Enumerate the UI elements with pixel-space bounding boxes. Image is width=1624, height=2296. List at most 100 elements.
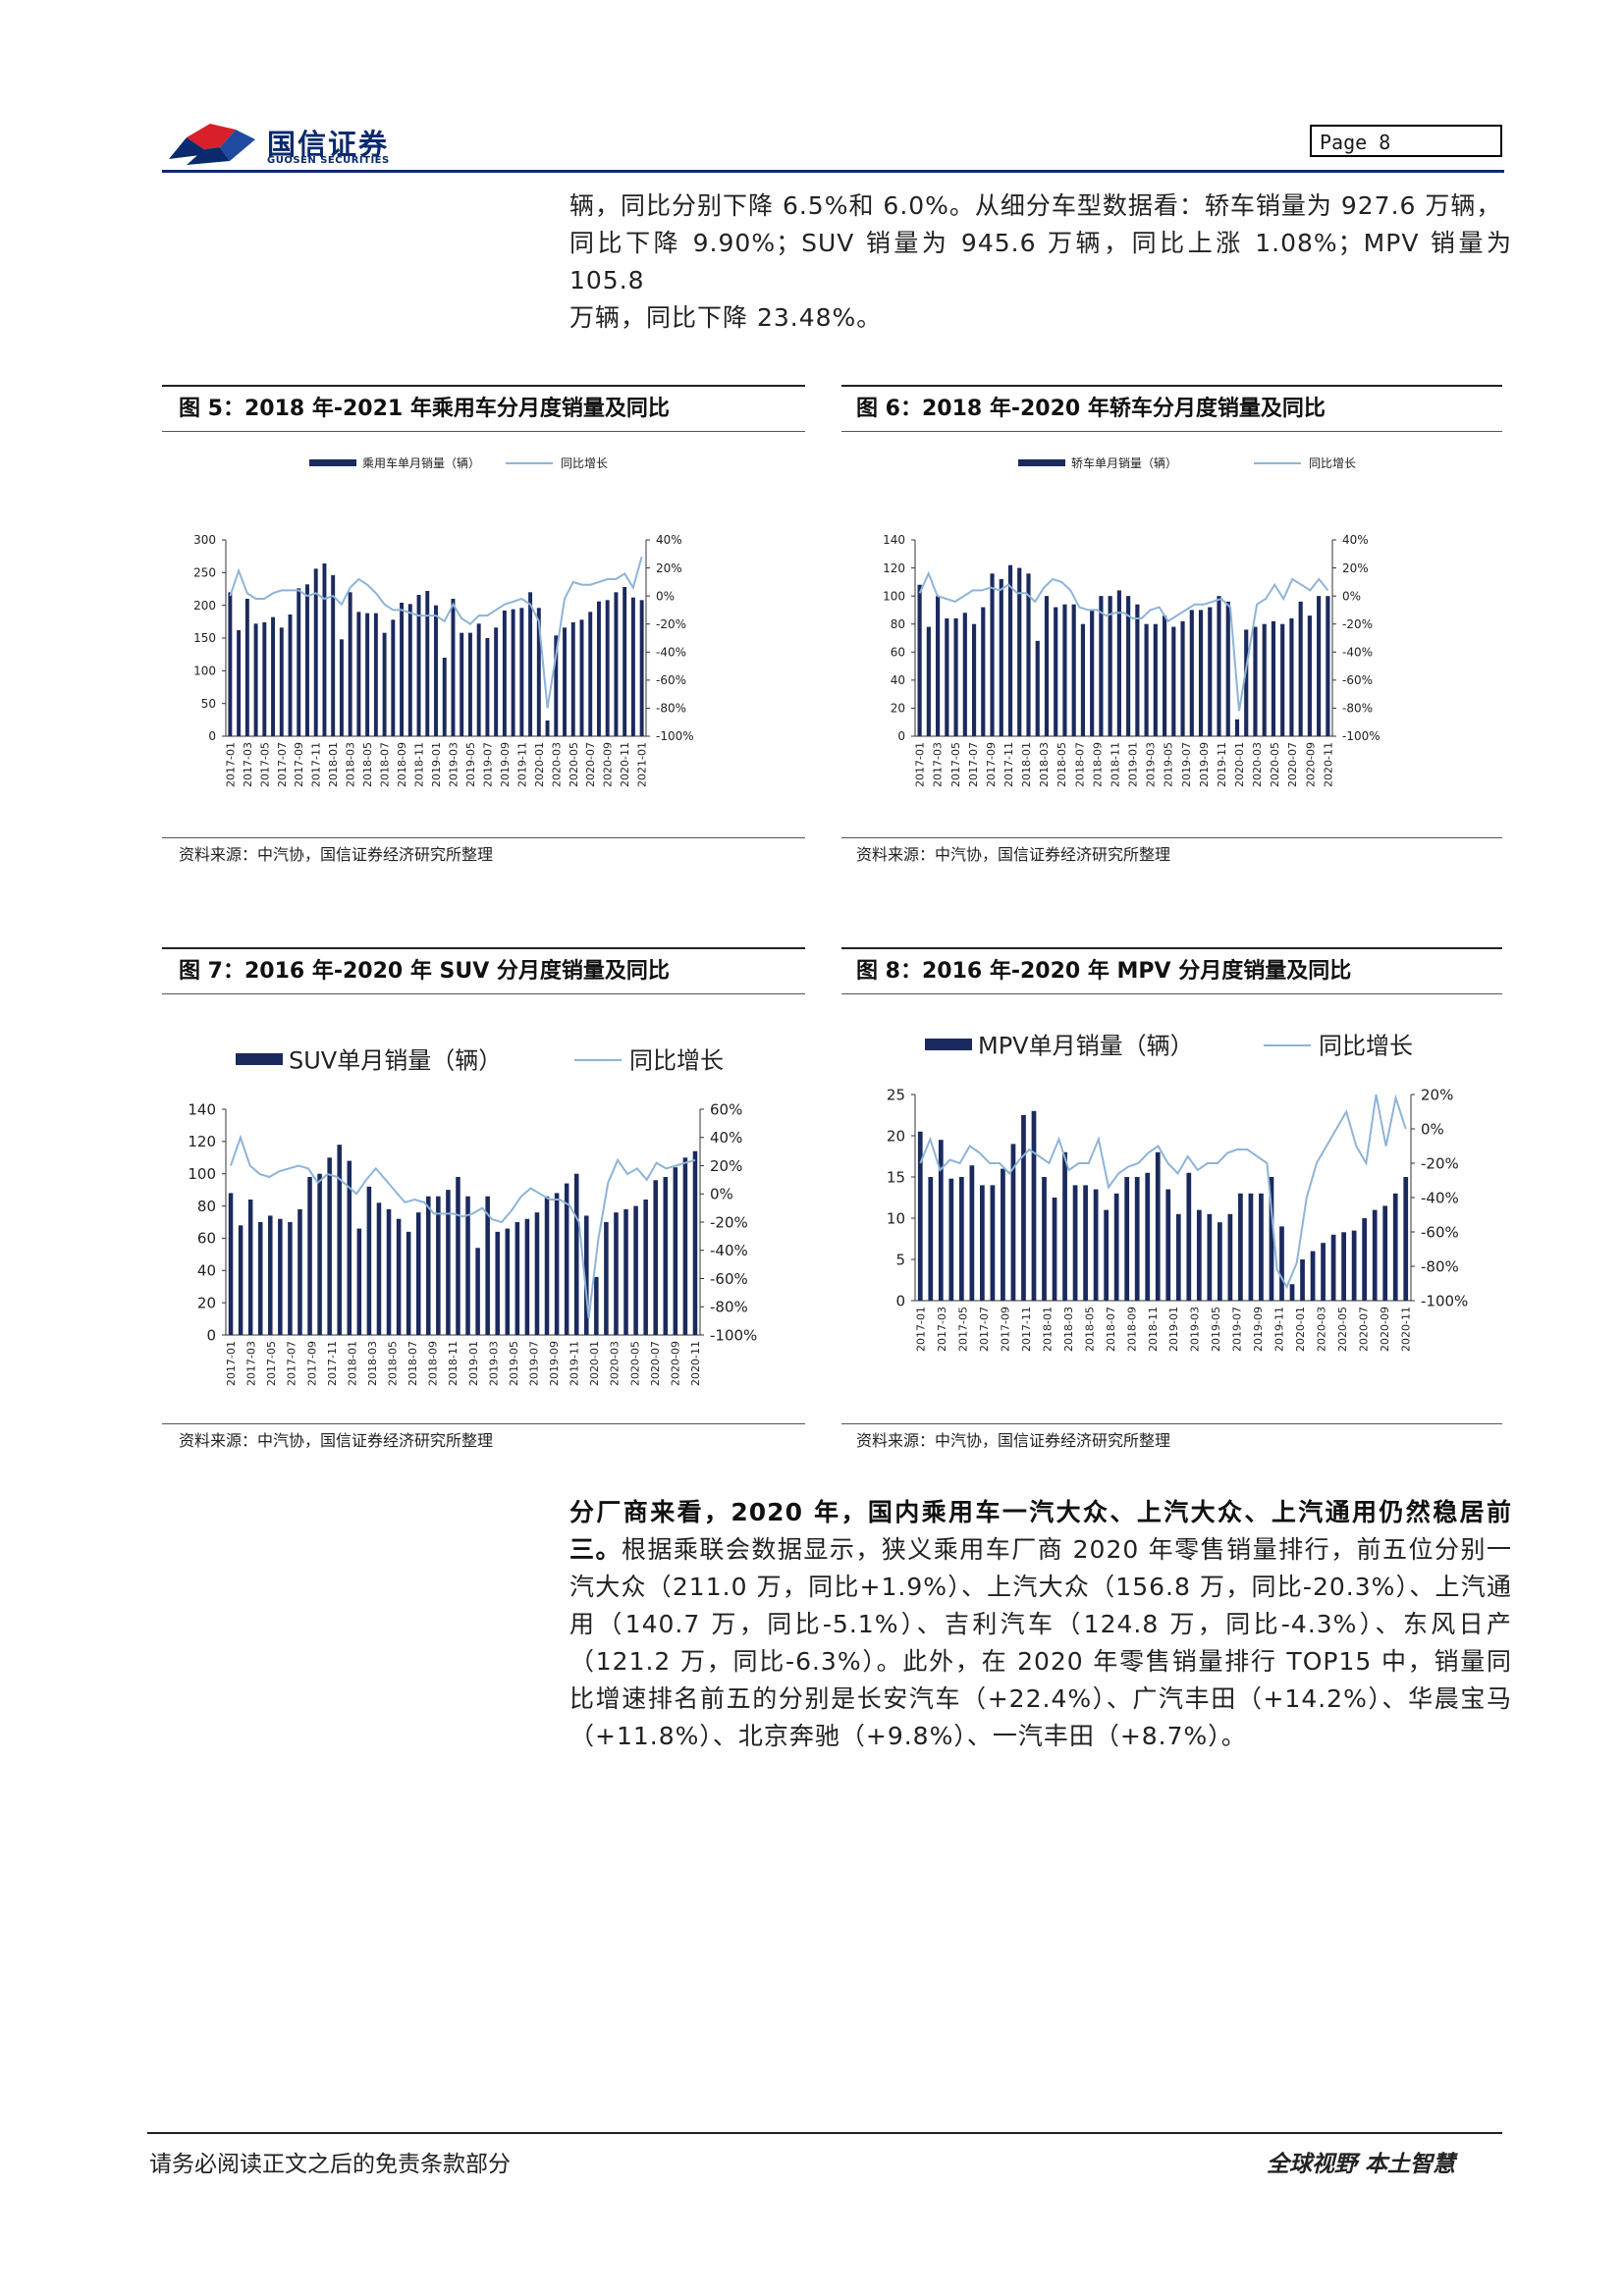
y-left-tick-label: 40	[891, 673, 905, 687]
intro-line: 万辆，同比下降 23.48%。	[569, 303, 883, 332]
figure-top-rule	[841, 947, 1502, 949]
bar	[1153, 623, 1158, 736]
figure-title-rule	[162, 993, 805, 994]
bar	[1108, 596, 1112, 736]
legend-line-entry: 同比增长	[506, 456, 608, 470]
bar	[1217, 596, 1221, 736]
bar	[262, 622, 267, 736]
bar	[465, 1196, 470, 1335]
bar	[307, 1177, 312, 1335]
x-tick-label: 2018-01	[1041, 1307, 1054, 1352]
y-left-tick-label: 10	[887, 1209, 905, 1227]
x-tick-label: 2020-03	[609, 1341, 622, 1386]
bar	[630, 597, 635, 736]
x-tick-label: 2017-11	[1002, 742, 1015, 787]
fig5-svg: 乘用车单月销量（辆） 同比增长 0 50 100 150 200 250 300 -100% -80…	[193, 455, 694, 787]
y-left-tick-label: 50	[201, 697, 216, 711]
bar	[288, 1222, 293, 1335]
bar	[279, 627, 284, 736]
bar	[1208, 607, 1213, 736]
x-tick-label: 2017-03	[932, 742, 945, 787]
bar	[917, 584, 922, 736]
bar	[524, 1218, 530, 1335]
bar	[1289, 618, 1294, 736]
bar	[1289, 1284, 1295, 1301]
x-tick-label: 2017-09	[293, 742, 305, 787]
legend-line-label: 同比增长	[629, 1046, 724, 1074]
x-tick-label: 2019-09	[1252, 1307, 1265, 1352]
bar	[917, 1131, 923, 1301]
x-tick-label: 2021-01	[636, 742, 649, 787]
bar	[1262, 623, 1267, 736]
y-right-tick-label: 20%	[1342, 561, 1369, 575]
bar	[425, 591, 430, 736]
bar	[1217, 1222, 1222, 1301]
bar	[1072, 1185, 1078, 1301]
legend-line-entry: 同比增长	[1254, 456, 1356, 470]
bar	[406, 1231, 411, 1335]
bar	[1248, 1193, 1254, 1301]
x-tick-label: 2017-09	[985, 742, 998, 787]
bar	[505, 1228, 511, 1335]
y-right-tick-label: 20%	[1421, 1086, 1453, 1103]
bar	[594, 1276, 599, 1335]
y-right-tick-label: 0%	[1421, 1120, 1444, 1138]
bar	[1326, 596, 1330, 736]
figure-title-rule	[841, 993, 1502, 994]
bar	[534, 1212, 540, 1335]
y-right-tick-label: -60%	[656, 673, 686, 687]
bar	[605, 600, 610, 736]
bar	[442, 658, 447, 736]
bar	[416, 595, 421, 736]
page-number: Page 8	[1310, 125, 1502, 157]
bar	[1083, 1185, 1088, 1301]
x-tick-label: 2019-03	[1189, 1307, 1202, 1352]
bar	[519, 608, 524, 736]
bar	[953, 618, 958, 736]
bar	[365, 613, 370, 736]
legend-line-label: 同比增长	[561, 456, 608, 470]
legend-bar-entry: SUV单月销量（辆）	[236, 1046, 502, 1074]
y-left-tick-label: 80	[197, 1198, 216, 1215]
bar	[1093, 1189, 1099, 1301]
disclaimer-note: 请务必阅读正文之后的免责条款部分	[149, 2152, 511, 2177]
y-left-tick-label: 150	[193, 631, 216, 645]
x-tick-label: 2019-07	[1180, 742, 1193, 787]
x-tick-label: 2018-07	[1073, 742, 1086, 787]
y-right-tick-label: -20%	[1342, 617, 1373, 631]
bar	[673, 1167, 678, 1335]
x-tick-label: 2019-11	[1216, 742, 1228, 787]
bar	[999, 579, 1003, 736]
bar	[253, 623, 258, 736]
bar	[238, 1225, 244, 1335]
x-tick-label: 2019-03	[487, 1341, 500, 1386]
x-tick-label: 2019-09	[499, 742, 512, 787]
bar	[271, 616, 276, 736]
figure-bottom-rule	[841, 1423, 1502, 1424]
x-tick-label: 2017-01	[225, 1341, 238, 1386]
legend-bar-label: SUV单月销量（辆）	[289, 1046, 502, 1074]
x-tick-label: 2019-05	[464, 742, 477, 787]
bar	[1269, 1177, 1274, 1301]
x-tick-label: 2020-11	[689, 1341, 702, 1386]
x-tick-label: 2019-01	[1127, 742, 1140, 787]
bar	[356, 612, 361, 736]
y-left-tick-label: 300	[193, 533, 216, 547]
y-right-tick-label: -100%	[1342, 729, 1380, 743]
x-tick-label: 2020-05	[628, 1341, 641, 1386]
bar	[322, 563, 327, 736]
bar	[257, 1222, 263, 1335]
x-tick-label: 2018-03	[1062, 1307, 1075, 1352]
y-right-tick-label: -80%	[1421, 1257, 1459, 1275]
bar	[476, 623, 481, 736]
x-tick-label: 2018-09	[1091, 742, 1104, 787]
legend-bar-entry: 乘用车单月销量（辆）	[309, 455, 480, 470]
x-tick-label: 2017-07	[286, 1341, 298, 1386]
x-tick-label: 2020-11	[619, 742, 631, 787]
figure-5-chart: 乘用车单月销量（辆） 同比增长 0 50 100 150 200 250 300 -100% -80…	[162, 437, 805, 834]
x-tick-label: 2018-09	[396, 742, 408, 787]
bar	[1351, 1230, 1357, 1301]
bar	[1145, 1172, 1151, 1301]
x-tick-label: 2019-11	[515, 742, 528, 787]
figure-6-title: 图 6：2018 年-2020 年轿车分月度销量及同比	[856, 397, 1326, 421]
